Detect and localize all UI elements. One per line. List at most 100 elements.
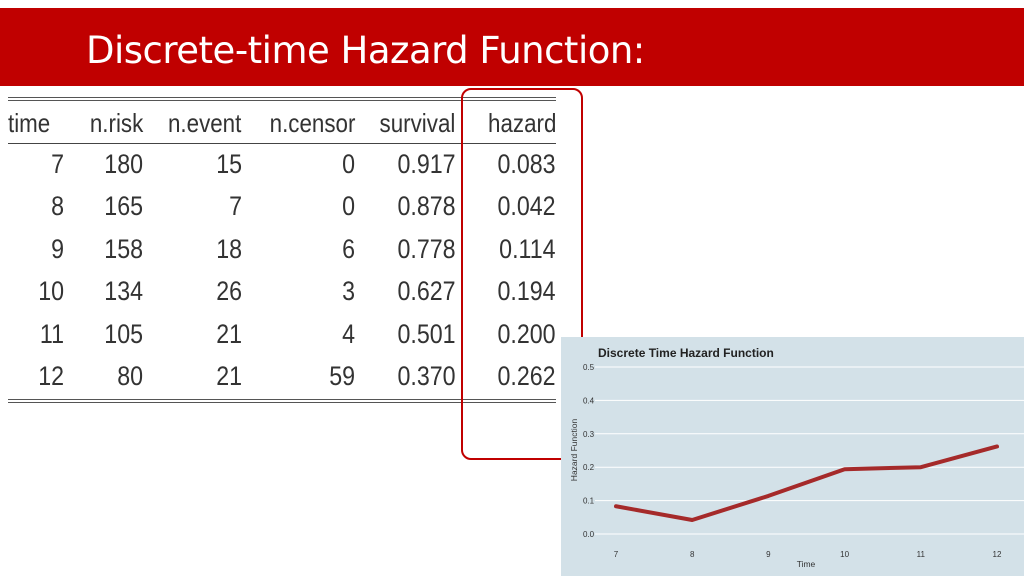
cell-value: 0.778 bbox=[397, 233, 456, 264]
table-cell-survival: 0.501 bbox=[355, 313, 455, 356]
table-cell-time: 7 bbox=[8, 143, 66, 186]
table-cell-n-censor: 0 bbox=[242, 143, 355, 186]
y-tick-label: 0.2 bbox=[583, 463, 595, 472]
cell-value: 59 bbox=[329, 361, 356, 392]
table-cell-time: 9 bbox=[8, 228, 66, 271]
table-cell-n-event: 18 bbox=[143, 228, 242, 271]
cell-value: 4 bbox=[342, 318, 356, 349]
x-tick-label: 7 bbox=[614, 550, 619, 559]
column-header-n-risk: n.risk bbox=[90, 107, 144, 138]
cell-value: 6 bbox=[342, 233, 356, 264]
cell-value: 0.917 bbox=[397, 148, 456, 179]
chart-grid bbox=[595, 366, 1024, 535]
table-cell-n-censor: 0 bbox=[242, 186, 355, 229]
table-cell-n-event: 21 bbox=[143, 313, 242, 356]
x-tick-labels: 7 8 9 10 11 12 bbox=[614, 550, 1002, 559]
cell-value: 0.370 bbox=[397, 361, 456, 392]
x-tick-label: 8 bbox=[690, 550, 695, 559]
table-cell-hazard: 0.114 bbox=[456, 228, 556, 271]
x-tick-label: 12 bbox=[993, 550, 1002, 559]
y-tick-label: 0.3 bbox=[583, 430, 595, 439]
x-axis-label: Time bbox=[797, 559, 816, 569]
table-cell-hazard: 0.194 bbox=[456, 271, 556, 314]
table-cell-n-event: 15 bbox=[143, 143, 242, 186]
table-cell-survival: 0.627 bbox=[355, 271, 455, 314]
column-header-n-event: n.event bbox=[168, 107, 242, 138]
cell-value: 0.878 bbox=[397, 191, 456, 222]
cell-value: 165 bbox=[104, 191, 144, 222]
cell-value: 26 bbox=[215, 276, 242, 307]
cell-value: 18 bbox=[215, 233, 242, 264]
table-cell-n-censor: 4 bbox=[242, 313, 355, 356]
cell-value: 21 bbox=[215, 318, 242, 349]
y-tick-label: 0.0 bbox=[583, 530, 595, 539]
cell-value: 105 bbox=[104, 318, 144, 349]
table-cell-n-risk: 80 bbox=[66, 356, 144, 399]
cell-value: 21 bbox=[215, 361, 242, 392]
cell-value: 158 bbox=[104, 233, 144, 264]
table-cell-n-censor: 3 bbox=[242, 271, 355, 314]
data-table: time n.risk n.event n.censor survival hazard … bbox=[8, 103, 556, 398]
slide-title: Discrete-time Hazard Function: bbox=[86, 29, 645, 72]
cell-value: 10 bbox=[38, 276, 65, 307]
table-cell-n-event: 7 bbox=[143, 186, 242, 229]
cell-value: 15 bbox=[215, 148, 242, 179]
cell-value: 11 bbox=[40, 318, 65, 349]
column-header-n-censor: n.censor bbox=[269, 107, 356, 138]
column-header-survival: survival bbox=[379, 107, 456, 138]
table-row: 9 158 18 6 0.778 0.114 bbox=[8, 228, 556, 271]
table-top-rule bbox=[8, 97, 556, 101]
table-header-rule bbox=[8, 143, 556, 144]
cell-value: 0.200 bbox=[497, 318, 556, 349]
table-cell-n-risk: 158 bbox=[66, 228, 144, 271]
table-bottom-rule bbox=[8, 399, 556, 403]
table-cell-hazard: 0.042 bbox=[456, 186, 556, 229]
y-tick-label: 0.5 bbox=[583, 363, 595, 372]
table-cell-hazard: 0.262 bbox=[456, 356, 556, 399]
cell-value: 8 bbox=[51, 191, 65, 222]
cell-value: 3 bbox=[342, 276, 356, 307]
cell-value: 180 bbox=[104, 148, 144, 179]
table-header-row: time n.risk n.event n.censor survival hazard bbox=[8, 103, 556, 143]
y-tick-label: 0.4 bbox=[583, 396, 595, 405]
table-row: 11 105 21 4 0.501 0.200 bbox=[8, 313, 556, 356]
cell-value: 12 bbox=[38, 361, 65, 392]
table-row: 7 180 15 0 0.917 0.083 bbox=[8, 143, 556, 186]
cell-value: 80 bbox=[117, 361, 144, 392]
cell-value: 7 bbox=[228, 191, 242, 222]
title-bar: Discrete-time Hazard Function: bbox=[0, 8, 1024, 86]
table-cell-n-risk: 134 bbox=[66, 271, 144, 314]
table-cell-survival: 0.917 bbox=[355, 143, 455, 186]
cell-value: 0.194 bbox=[497, 276, 556, 307]
life-table: time n.risk n.event n.censor survival hazard … bbox=[8, 97, 556, 407]
column-header-time: time bbox=[8, 107, 51, 138]
table-row: 12 80 21 59 0.370 0.262 bbox=[8, 356, 556, 399]
cell-value: 0 bbox=[342, 191, 356, 222]
table-cell-survival: 0.370 bbox=[355, 356, 455, 399]
cell-value: 0.627 bbox=[397, 276, 456, 307]
y-tick-labels: 0.0 0.1 0.2 0.3 0.4 0.5 bbox=[583, 363, 595, 539]
cell-value: 134 bbox=[104, 276, 144, 307]
table-row: 10 134 26 3 0.627 0.194 bbox=[8, 271, 556, 314]
column-header-hazard: hazard bbox=[487, 107, 556, 138]
y-tick-label: 0.1 bbox=[583, 497, 595, 506]
table-body: 7 180 15 0 0.917 0.083 8 165 7 0 0.878 0.042 9 158 18 6… bbox=[8, 143, 556, 398]
table-cell-time: 8 bbox=[8, 186, 66, 229]
table-cell-n-censor: 6 bbox=[242, 228, 355, 271]
table-cell-n-risk: 165 bbox=[66, 186, 144, 229]
hazard-series-line bbox=[614, 444, 999, 522]
table-row: 8 165 7 0 0.878 0.042 bbox=[8, 186, 556, 229]
cell-value: 7 bbox=[51, 148, 65, 179]
cell-value: 0 bbox=[342, 148, 356, 179]
table-cell-hazard: 0.200 bbox=[456, 313, 556, 356]
table-cell-hazard: 0.083 bbox=[456, 143, 556, 186]
cell-value: 0.083 bbox=[497, 148, 556, 179]
table-cell-n-risk: 105 bbox=[66, 313, 144, 356]
cell-value: 0.114 bbox=[499, 233, 556, 264]
cell-value: 0.262 bbox=[497, 361, 556, 392]
table-cell-time: 11 bbox=[8, 313, 66, 356]
chart-title: Discrete Time Hazard Function bbox=[598, 346, 774, 360]
table-cell-n-event: 21 bbox=[143, 356, 242, 399]
x-tick-label: 9 bbox=[766, 550, 771, 559]
